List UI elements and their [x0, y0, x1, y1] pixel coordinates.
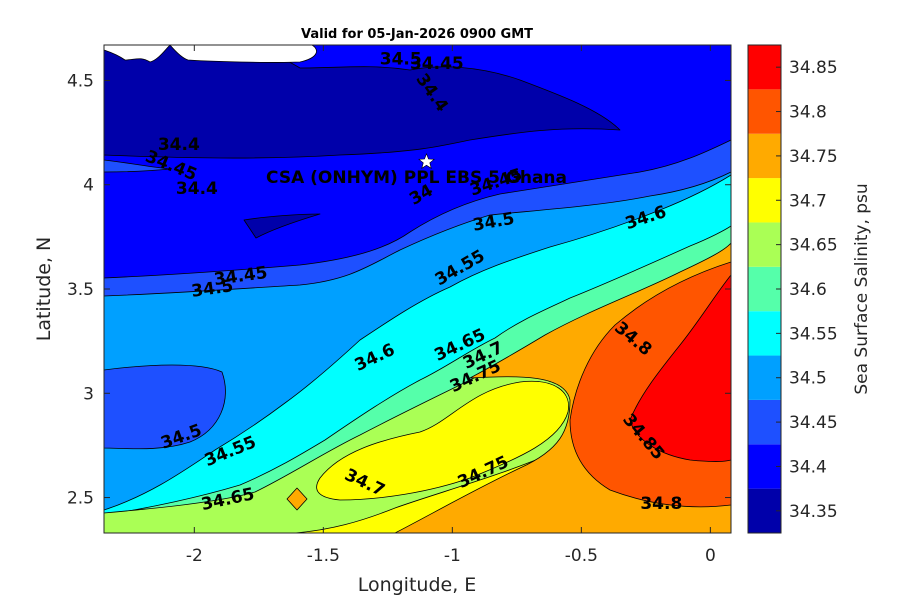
contour-label: 34.4 [158, 135, 200, 155]
y-tick-label: 2.5 [67, 489, 94, 509]
band-34.45-sliver [104, 159, 171, 173]
y-tick-label: 4 [83, 176, 94, 196]
colorbar-swatch [748, 488, 781, 533]
site-star-icon [418, 152, 435, 169]
colorbar-tick-label: 34.75 [789, 147, 838, 167]
colorbar-tick-label: 34.65 [789, 236, 838, 256]
colorbar-swatch [748, 266, 781, 312]
colorbar-swatch [748, 89, 781, 134]
x-tick-label: -2 [186, 546, 203, 566]
x-axis: -2 -1.5 -1 -0.5 0 [186, 45, 716, 566]
band-34.85 [629, 274, 731, 462]
colorbar-swatch [748, 45, 781, 90]
band-34.75-diamond [286, 487, 308, 511]
colorbar-tick-label: 34.35 [789, 502, 838, 522]
colorbar-label: Sea Surface Salinity, psu [852, 183, 872, 394]
colorbar-tick-label: 34.6 [789, 280, 827, 300]
site-marker-group: CSA (ONHYM) PPL EBS 5 Ghana [266, 152, 567, 188]
y-tick-label: 3.5 [67, 280, 94, 300]
y-tick-label: 4.5 [67, 71, 94, 91]
colorbar-swatch [748, 311, 781, 356]
contour-label: 34.4 [176, 179, 218, 199]
colorbar-swatch [748, 355, 781, 400]
y-tick-label: 3 [83, 384, 94, 404]
colorbar-tick-label: 34.45 [789, 413, 838, 433]
colorbar-tick-label: 34.8 [789, 103, 827, 123]
x-tick-label: 0 [705, 546, 716, 566]
colorbar-tick-label: 34.7 [789, 191, 827, 211]
colorbar-swatch [748, 444, 781, 489]
colorbar-tick-label: 34.55 [789, 324, 838, 344]
site-label: CSA (ONHYM) PPL EBS 5 Ghana [266, 168, 567, 188]
no-data-region [104, 45, 317, 63]
band-34.35-sliver [243, 213, 321, 239]
contour-label: 34.5 [380, 50, 422, 70]
colorbar-swatch [748, 222, 781, 267]
colorbar-tick-label: 34.85 [789, 58, 838, 78]
colorbar-tick-label: 34.4 [789, 457, 827, 477]
salinity-bands [104, 45, 731, 533]
colorbar-swatch [748, 399, 781, 445]
x-tick-label: -1.5 [307, 546, 340, 566]
colorbar: 34.35 34.4 34.45 34.5 34.55 34.6 34.65 34.7 34.7… [747, 44, 838, 534]
contour-label: 34.8 [640, 494, 682, 514]
colorbar-swatch [748, 178, 781, 223]
colorbar-tick-label: 34.5 [789, 369, 827, 389]
chart-title: Valid for 05-Jan-2026 0900 GMT [301, 27, 533, 42]
x-tick-label: -0.5 [565, 546, 598, 566]
y-axis: 2.5 3 3.5 4 4.5 [67, 71, 731, 509]
colorbar-swatch [748, 133, 781, 179]
band-34.45-low-west [104, 364, 226, 450]
contour-label: 34.45 [410, 54, 464, 74]
x-tick-label: -1 [444, 546, 461, 566]
x-axis-label: Longitude, E [358, 574, 477, 596]
band-34.7-pocket [316, 380, 569, 501]
y-axis-label: Latitude, N [33, 237, 55, 342]
